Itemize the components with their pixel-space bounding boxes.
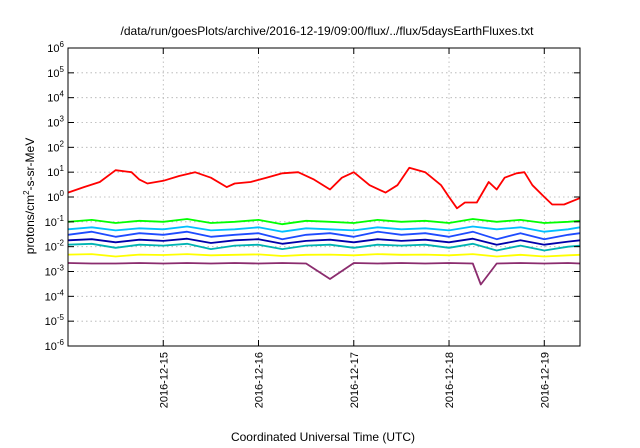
y-tick-label: 10-6 — [45, 338, 65, 353]
x-tick-label: 2016-12-18 — [444, 352, 456, 408]
series-line-1 — [67, 166, 581, 210]
axis-ticks — [68, 47, 580, 347]
y-tick-label-base: 10 — [47, 167, 59, 179]
series-layer — [67, 166, 581, 286]
series-line-3 — [67, 225, 581, 233]
y-tick-label: 10-5 — [45, 313, 65, 328]
x-tick-label: 2016-12-17 — [349, 352, 361, 408]
y-tick-label: 101 — [47, 164, 64, 179]
y-axis-label-rest: -s-sr-MeV — [23, 138, 37, 191]
y-tick-label: 105 — [47, 65, 64, 80]
chart-title: /data/run/goesPlots/archive/2016-12-19/0… — [121, 24, 535, 38]
y-tick-label: 10-3 — [45, 264, 65, 279]
y-tick-label-exp: 4 — [60, 90, 65, 99]
x-tick-label: 2016-12-15 — [158, 352, 170, 408]
y-tick-label-base: 10 — [47, 93, 59, 105]
y-tick-label-exp: -2 — [57, 239, 65, 248]
x-tick-labels: 2016-12-15 2016-12-16 2016-12-17 2016-12-18… — [158, 352, 551, 408]
x-tick-label: 2016-12-16 — [254, 352, 266, 408]
y-tick-label-base: 10 — [45, 267, 57, 279]
y-tick-label-base: 10 — [47, 43, 59, 55]
series-line-2 — [67, 218, 581, 226]
y-tick-label: 103 — [47, 115, 64, 130]
series-line-6 — [67, 242, 581, 252]
y-tick-label-base: 10 — [45, 316, 57, 328]
y-tick-label-base: 10 — [47, 192, 59, 204]
y-tick-label: 100 — [47, 189, 64, 204]
y-tick-label-exp: -1 — [57, 214, 65, 223]
y-tick-label-base: 10 — [47, 118, 59, 130]
y-tick-label-exp: -5 — [57, 313, 65, 322]
y-tick-label-exp: 2 — [60, 139, 65, 148]
y-tick-label: 10-1 — [45, 214, 65, 229]
y-axis-label-exp: 2 — [22, 190, 31, 195]
y-tick-label-exp: 5 — [60, 65, 65, 74]
y-axis-label-base: protons/cm — [23, 195, 37, 254]
y-tick-label-exp: 3 — [60, 115, 65, 124]
y-tick-label: 10-4 — [45, 288, 65, 303]
y-tick-label-base: 10 — [45, 217, 57, 229]
series-line-8 — [67, 262, 581, 286]
y-tick-label: 102 — [47, 139, 64, 154]
series-line-7 — [67, 253, 581, 258]
y-tick-label-exp: 1 — [60, 164, 65, 173]
x-axis-label: Coordinated Universal Time (UTC) — [231, 430, 415, 444]
y-tick-label-base: 10 — [47, 142, 59, 154]
x-tick-label: 2016-12-19 — [539, 352, 551, 408]
y-tick-label: 104 — [47, 90, 64, 105]
y-tick-labels: 10-610-510-410-310-210-11001011021031041… — [45, 40, 65, 353]
y-tick-label-exp: -3 — [57, 264, 65, 273]
y-tick-label: 106 — [47, 40, 64, 55]
y-tick-label-exp: 0 — [60, 189, 65, 198]
y-tick-label-base: 10 — [45, 291, 57, 303]
y-tick-label-exp: 6 — [60, 40, 65, 49]
y-tick-label-base: 10 — [45, 242, 57, 254]
y-tick-label-base: 10 — [47, 68, 59, 80]
y-axis-label: protons/cm2-s-sr-MeV — [22, 138, 37, 254]
y-tick-label: 10-2 — [45, 239, 65, 254]
series-line-4 — [67, 230, 581, 241]
y-tick-label-exp: -6 — [57, 338, 65, 347]
series-line-5 — [67, 237, 581, 246]
grid — [68, 48, 580, 346]
y-tick-label-exp: -4 — [57, 288, 65, 297]
y-tick-label-base: 10 — [45, 341, 57, 353]
